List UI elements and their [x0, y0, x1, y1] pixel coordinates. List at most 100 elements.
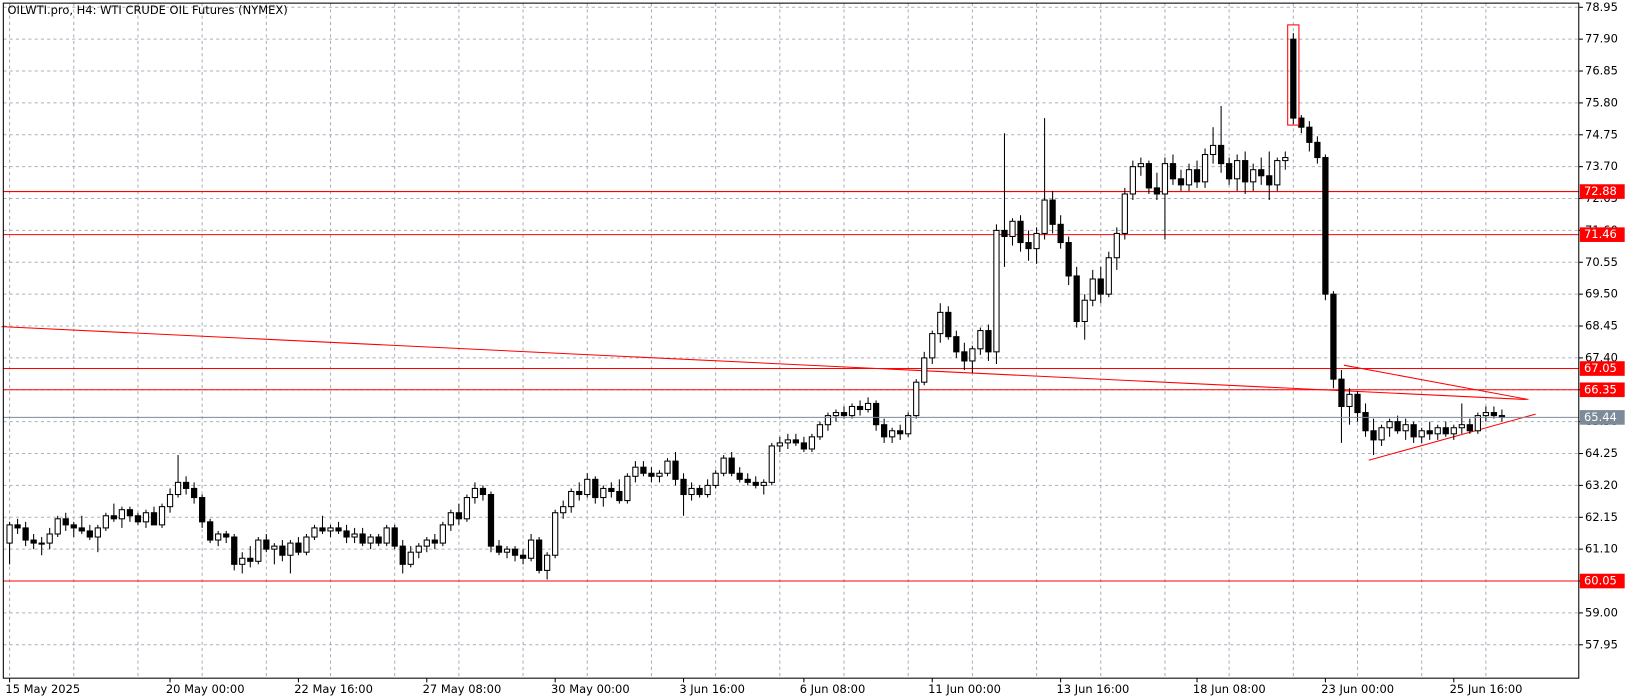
candle-body — [1338, 378, 1345, 408]
level-label-box — [1579, 573, 1625, 589]
candle-body — [415, 545, 422, 553]
x-tick-label: 3 Jun 16:00 — [679, 682, 745, 696]
candle-body — [560, 506, 567, 514]
candle-body — [728, 457, 735, 474]
y-tick-label: 57.95 — [1585, 637, 1618, 651]
candle-body — [118, 509, 126, 520]
y-tick-label: 61.10 — [1585, 542, 1618, 556]
candle-body — [1161, 163, 1169, 195]
candle-body — [1490, 412, 1498, 417]
candle-body — [1185, 169, 1193, 186]
candle-body — [1089, 278, 1096, 301]
x-tick-label: 15 May 2025 — [5, 682, 80, 696]
candle-body — [1242, 160, 1249, 183]
level-label-box — [1579, 227, 1625, 242]
candle-body — [840, 412, 848, 417]
x-tick-label: 13 Jun 16:00 — [1056, 682, 1129, 696]
candle-body — [126, 509, 134, 517]
candle-body — [359, 533, 366, 544]
level-label-box — [1579, 382, 1625, 398]
candle-body — [672, 460, 679, 480]
candle-body — [656, 472, 663, 477]
candle-body — [720, 457, 727, 474]
candle-body — [961, 351, 968, 362]
candle-body — [752, 481, 759, 486]
candle-body — [889, 430, 896, 438]
candle-body — [1434, 427, 1441, 435]
candle-body — [86, 530, 93, 538]
candle-body — [993, 229, 1000, 353]
candle-body — [608, 487, 615, 493]
trend-line — [1, 326, 1527, 401]
x-tick-label: 20 May 00:00 — [166, 682, 245, 696]
candle-body — [335, 527, 342, 532]
candle-body — [166, 493, 174, 508]
candle-body — [1386, 421, 1393, 429]
candle-body — [351, 533, 358, 538]
candle-body — [1234, 160, 1241, 180]
last-price-box — [1579, 410, 1625, 425]
candle-body — [1025, 242, 1032, 250]
candle-body — [535, 539, 543, 571]
candle-body — [744, 478, 751, 483]
axes: 78.9577.9076.8575.8074.7573.7072.6571.60… — [5, 0, 1625, 696]
candle-body — [1402, 424, 1409, 432]
candle-body — [1009, 220, 1016, 238]
candle-body — [263, 539, 270, 550]
candle-body — [1458, 424, 1465, 429]
candle-body — [1250, 169, 1257, 183]
candle-body — [1362, 412, 1369, 432]
candle-body — [311, 527, 318, 538]
candle-body — [568, 490, 575, 508]
candle-body — [712, 472, 719, 486]
candle-body — [929, 333, 936, 359]
candle-body — [511, 548, 519, 556]
candle-body — [46, 533, 53, 544]
x-tick-label: 18 Jun 08:00 — [1193, 682, 1266, 696]
candle-body — [872, 402, 880, 426]
candle-body — [1217, 144, 1225, 165]
candle-body — [760, 481, 767, 486]
candle-body — [1201, 153, 1209, 183]
candle-body — [150, 512, 158, 526]
y-tick-label: 74.75 — [1585, 127, 1618, 141]
y-tick-label: 76.85 — [1585, 64, 1618, 78]
candle-body — [463, 497, 471, 520]
y-tick-label: 75.80 — [1585, 95, 1618, 109]
candle-body — [1474, 415, 1481, 432]
candle-body — [696, 487, 703, 496]
candle-body — [287, 542, 294, 556]
candle-body — [487, 493, 495, 547]
candle-body — [295, 542, 302, 553]
candle-body — [239, 557, 246, 565]
candle-body — [78, 527, 85, 532]
candle-body — [391, 527, 398, 547]
candle-body — [856, 405, 864, 411]
candle-body — [134, 515, 142, 523]
level-label-box — [1579, 361, 1625, 376]
candle-body — [1354, 393, 1361, 414]
candle-body — [158, 506, 166, 526]
candle-body — [1442, 427, 1449, 435]
candle-body — [199, 497, 206, 523]
y-tick-label: 68.45 — [1585, 319, 1618, 333]
candle-body — [1330, 293, 1337, 380]
candle-body — [640, 466, 647, 474]
candle-body — [215, 533, 222, 541]
level-label: 60.05 — [1584, 574, 1617, 588]
candle-body — [503, 548, 511, 553]
candle-body — [953, 336, 960, 353]
candle-body — [54, 518, 61, 535]
candle-body — [1314, 141, 1321, 159]
candle-body — [319, 527, 326, 532]
candle-body — [1282, 157, 1289, 162]
candle-body — [1097, 278, 1104, 295]
candle-body — [1225, 163, 1233, 180]
x-tick-label: 22 May 16:00 — [294, 682, 373, 696]
candle-body — [38, 542, 45, 545]
candle-body — [1041, 199, 1048, 234]
candle-body — [784, 439, 791, 444]
candle-body — [1033, 232, 1040, 250]
